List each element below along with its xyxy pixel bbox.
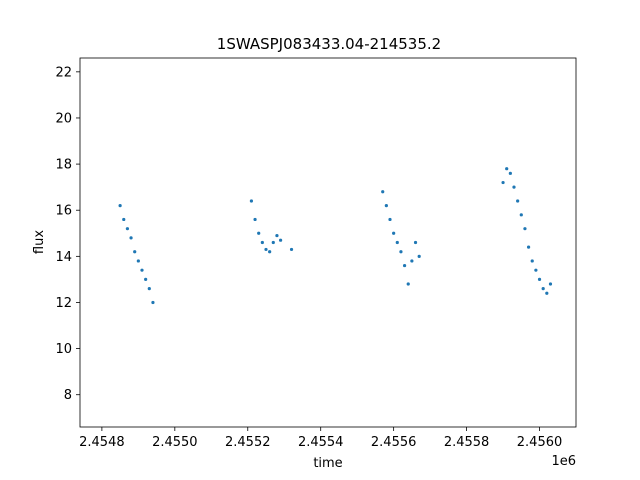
- data-point: [516, 199, 520, 203]
- data-point: [264, 247, 268, 252]
- y-tick-label: 14: [55, 250, 72, 265]
- data-point: [537, 277, 542, 281]
- data-point: [257, 231, 261, 235]
- data-point: [271, 240, 275, 245]
- y-tick-label: 18: [55, 158, 72, 173]
- data-point: [406, 282, 410, 286]
- data-point: [417, 254, 421, 258]
- data-point: [413, 240, 418, 245]
- data-point: [541, 287, 545, 291]
- data-points: [118, 167, 553, 305]
- y-tick-label: 22: [55, 65, 72, 80]
- data-point: [133, 250, 137, 254]
- data-point: [501, 180, 505, 185]
- x-tick-label: 2.4558: [444, 435, 490, 450]
- y-axis-label: flux: [32, 230, 47, 254]
- chart-title: 1SWASPJ083433.04-214535.2: [217, 35, 441, 53]
- data-point: [399, 250, 403, 254]
- data-point: [530, 259, 534, 263]
- data-point: [122, 217, 126, 222]
- data-point: [278, 238, 283, 242]
- y-tick-label: 20: [55, 111, 72, 126]
- data-point: [545, 291, 549, 295]
- x-axis-label: time: [313, 456, 342, 471]
- data-point: [395, 240, 399, 245]
- data-point: [125, 227, 130, 231]
- data-point: [129, 236, 133, 240]
- data-point: [381, 190, 385, 194]
- data-point: [512, 185, 516, 189]
- data-point: [534, 268, 538, 272]
- data-point: [136, 259, 140, 263]
- data-point: [410, 259, 414, 263]
- x-axis-ticks: 2.4548 2.4550 2.4552 2.4554 2.4556 2.4558 2.45…: [79, 427, 562, 450]
- data-point: [147, 287, 151, 291]
- y-tick-label: 10: [55, 342, 72, 357]
- data-point: [505, 167, 509, 171]
- x-tick-label: 2.4552: [225, 435, 271, 450]
- y-tick-label: 16: [55, 204, 72, 219]
- x-tick-label: 2.4554: [298, 435, 344, 450]
- x-tick-label: 2.4550: [152, 435, 198, 450]
- x-tick-label: 2.4556: [371, 435, 417, 450]
- y-axis-ticks: 8 10 12 14 16 18 20 22: [55, 65, 80, 403]
- data-point: [118, 204, 122, 208]
- data-point: [249, 199, 254, 203]
- data-point: [260, 240, 264, 245]
- y-tick-label: 12: [55, 296, 72, 311]
- data-point: [144, 277, 148, 281]
- data-point: [151, 300, 155, 305]
- data-point: [253, 217, 257, 222]
- data-point: [392, 231, 396, 235]
- x-tick-label: 2.4560: [517, 435, 563, 450]
- data-point: [508, 171, 512, 175]
- x-tick-label: 2.4548: [79, 435, 125, 450]
- data-point: [526, 245, 531, 249]
- data-point: [402, 263, 407, 268]
- data-point: [384, 204, 388, 208]
- y-tick-label: 8: [64, 388, 72, 403]
- x-axis-offset-label: 1e6: [551, 454, 576, 469]
- data-point: [268, 250, 272, 254]
- data-point: [523, 227, 527, 231]
- data-point: [388, 217, 392, 222]
- plot-area-frame: [79, 57, 577, 428]
- data-point: [289, 247, 294, 252]
- data-point: [140, 268, 144, 272]
- data-point: [519, 213, 523, 217]
- data-point: [275, 233, 279, 238]
- data-point: [548, 282, 553, 286]
